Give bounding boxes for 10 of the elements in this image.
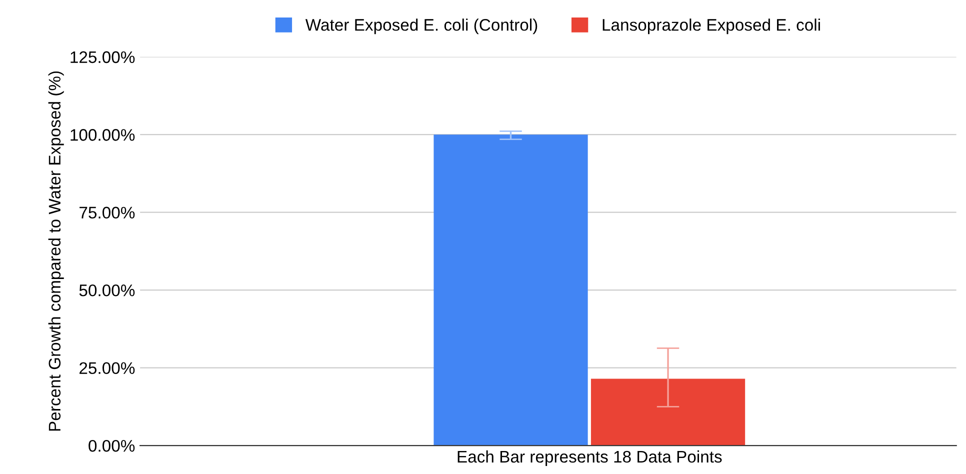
y-tick-label: 75.00%	[80, 206, 135, 219]
x-tick-label: Each Bar represents 18 Data Points	[458, 450, 722, 466]
y-tick-label: 125.00%	[70, 51, 135, 64]
y-axis-title: Percent Growth compared to Water Exposed (%)	[48, 71, 64, 431]
y-tick-label: 25.00%	[80, 362, 135, 374]
y-tick-label: 50.00%	[79, 284, 135, 296]
y-tick-label: 100.00%	[70, 129, 135, 141]
y-tick-label: 0.00%	[88, 440, 135, 452]
legend-label: Water Exposed E. coli (Control)	[305, 18, 538, 34]
legend-label: Lansoprazole Exposed E. coli	[602, 18, 820, 34]
